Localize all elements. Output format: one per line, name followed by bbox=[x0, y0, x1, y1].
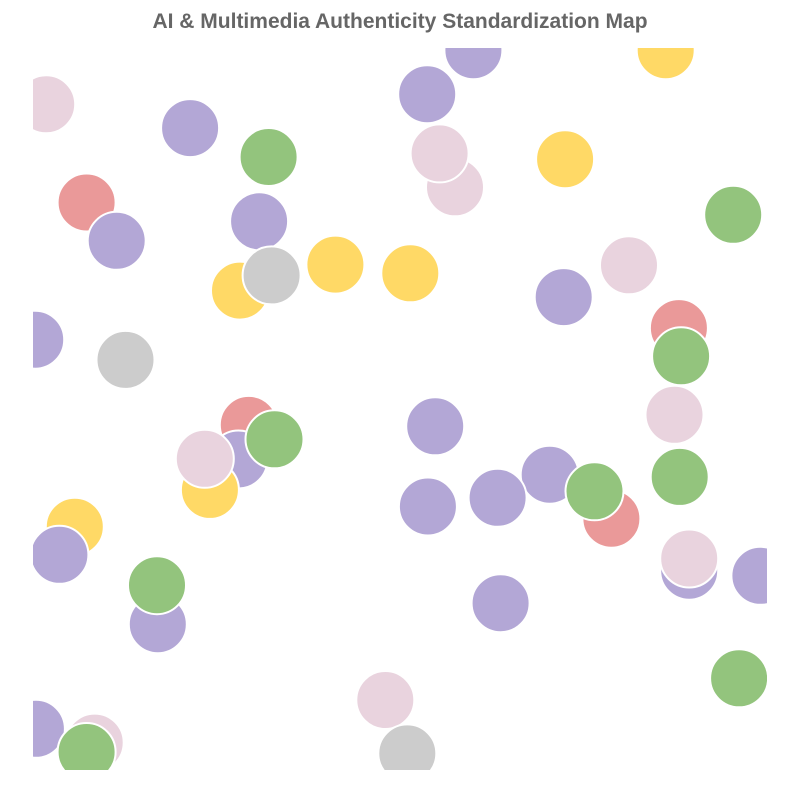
bubble-point-14 bbox=[305, 234, 366, 295]
bubble-point-1 bbox=[443, 48, 504, 81]
bubble-point-40 bbox=[659, 528, 720, 589]
bubble-point-33 bbox=[467, 467, 528, 528]
bubble-point-49 bbox=[56, 722, 117, 770]
bubble-point-19 bbox=[533, 267, 594, 328]
bubble-point-34 bbox=[397, 476, 458, 537]
bubble-point-9 bbox=[535, 129, 596, 190]
bubble-point-8 bbox=[409, 123, 470, 184]
bubble-point-18 bbox=[599, 235, 659, 296]
bubble-point-21 bbox=[651, 326, 712, 387]
bubble-point-27 bbox=[405, 396, 466, 457]
bubble-point-4 bbox=[160, 98, 221, 159]
bubble-point-26 bbox=[244, 409, 305, 470]
bubble-point-6 bbox=[397, 64, 458, 125]
bubble-point-17 bbox=[241, 245, 302, 306]
bubble-point-13 bbox=[703, 184, 764, 245]
bubble-point-31 bbox=[649, 446, 710, 507]
chart-title: AI & Multimedia Authenticity Standardiza… bbox=[152, 10, 648, 33]
bubble-point-48 bbox=[33, 698, 66, 759]
bubble-point-50 bbox=[377, 723, 438, 770]
bubble-point-12 bbox=[229, 191, 290, 252]
bubble-point-43 bbox=[127, 555, 187, 616]
bubble-point-3 bbox=[33, 74, 77, 135]
bubble-point-28 bbox=[644, 384, 705, 445]
bubble-point-15 bbox=[380, 243, 441, 304]
bubble-point-41 bbox=[730, 545, 767, 606]
bubble-point-11 bbox=[86, 210, 147, 271]
bubble-point-23 bbox=[95, 329, 156, 390]
bubble-point-36 bbox=[564, 461, 625, 522]
bubble-point-44 bbox=[470, 573, 531, 634]
bubble-point-46 bbox=[355, 670, 416, 730]
bubble-point-45 bbox=[709, 648, 767, 709]
bubble-point-5 bbox=[238, 127, 299, 187]
bubble-point-22 bbox=[33, 309, 66, 370]
bubble-point-30 bbox=[174, 428, 235, 489]
bubble-point-38 bbox=[33, 524, 90, 585]
bubble-point-2 bbox=[635, 48, 696, 81]
plot-area bbox=[33, 48, 767, 770]
